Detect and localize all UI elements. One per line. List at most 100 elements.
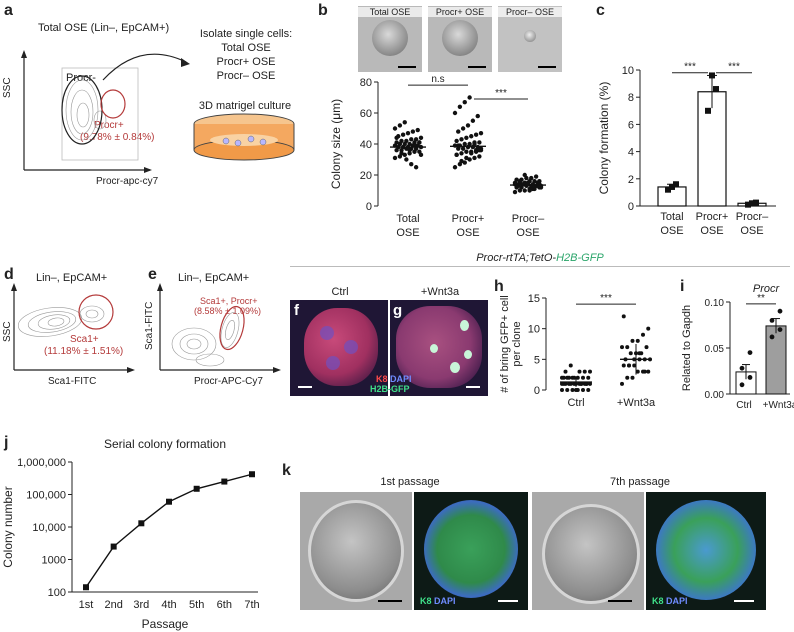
- fg-title-reporter: H2B-GFP: [556, 252, 604, 264]
- data-point: [621, 314, 626, 319]
- data-point: [527, 188, 532, 193]
- panel-e-label: e: [148, 266, 157, 283]
- g-condition: +Wnt3a: [420, 286, 460, 298]
- chart-serial-colony: Serial colony formation 100 1000 10,000 100,…: [1, 437, 260, 631]
- data-point: [560, 381, 564, 386]
- chart-title: Procr: [753, 283, 781, 295]
- data-point: [713, 86, 719, 93]
- data-point: [407, 148, 412, 153]
- scale-bar: [398, 66, 416, 68]
- data-point: [637, 351, 642, 356]
- y-tick-label: 6: [628, 119, 634, 131]
- data-point: [709, 72, 715, 79]
- data-point: [418, 152, 424, 158]
- y-tick-label: 40: [360, 139, 372, 151]
- data-point: [532, 179, 537, 184]
- data-point: [635, 338, 640, 343]
- x-axis-label: Passage: [142, 617, 189, 631]
- series-line: [85, 473, 253, 588]
- x-tick-label: Procr+: [696, 211, 729, 223]
- data-point: [532, 185, 537, 190]
- data-point: [669, 183, 675, 190]
- data-point: [477, 154, 482, 159]
- data-point: [560, 375, 564, 380]
- data-point: [747, 350, 753, 355]
- data-point: [418, 135, 424, 140]
- data-point: [644, 345, 649, 350]
- y-axis-label: # of bring GFP+ cell: [499, 295, 511, 393]
- image-g-wnt3a: g: [390, 300, 488, 396]
- data-point: [462, 99, 467, 105]
- brightfield-7th: [532, 492, 644, 610]
- organoid-shape: [442, 20, 478, 56]
- panel-a-diagram: [21, 50, 295, 173]
- data-point: [777, 327, 783, 332]
- data-point: [460, 146, 466, 151]
- panel-g-label: g: [393, 302, 403, 319]
- panel-d-title: Lin–, EpCAM+: [36, 272, 108, 284]
- data-point: [457, 104, 463, 109]
- data-point: [620, 381, 624, 386]
- flow-plot-d: [11, 283, 135, 373]
- organoid-shape: [524, 30, 536, 42]
- data-point: [409, 137, 414, 142]
- data-point: [399, 151, 404, 156]
- data-point: [747, 375, 753, 380]
- scale-bar: [468, 66, 486, 68]
- y-tick-label: 1000: [42, 555, 66, 567]
- panel-i-label: i: [680, 278, 685, 295]
- micrograph-procr-neg-ose: Procr– OSE: [498, 6, 562, 72]
- data-point: [588, 381, 592, 386]
- data-point: [777, 308, 783, 314]
- y-tick-label: 10,000: [32, 522, 66, 534]
- y-tick-label: 5: [534, 354, 540, 366]
- x-tick-label: OSE: [660, 225, 683, 237]
- data-point: [581, 375, 585, 380]
- data-point: [477, 140, 482, 145]
- data-point: [646, 369, 651, 374]
- data-point: [586, 388, 591, 392]
- a-x-axis-label: Procr-apc-cy7: [96, 176, 159, 187]
- y-tick-label: 0: [366, 201, 372, 213]
- isolate-item: Procr+ OSE: [216, 56, 276, 68]
- organoid-stain: [304, 308, 378, 386]
- panel-j-label: j: [4, 434, 9, 451]
- data-point: [392, 155, 398, 161]
- y-tick-label: 60: [360, 108, 372, 120]
- data-point: [193, 485, 200, 492]
- organoid-stain: [424, 500, 518, 598]
- y-tick-label: 0.10: [705, 298, 725, 309]
- x-tick-label: +Wnt3a: [763, 400, 794, 411]
- data-point: [469, 151, 474, 156]
- data-point: [579, 381, 584, 386]
- organoid-shape: [542, 504, 640, 604]
- data-point: [454, 138, 459, 144]
- x-tick-label: Total: [396, 213, 419, 225]
- gate-sca1-procr-value: (8.58% ± 1.09%): [194, 306, 261, 316]
- panel-a-title: Total OSE (Lin–, EpCAM+): [38, 22, 170, 34]
- data-point: [469, 134, 474, 139]
- data-point: [577, 369, 582, 374]
- data-point: [525, 180, 531, 185]
- bar: [765, 325, 787, 395]
- y-tick-label: 10: [528, 324, 540, 336]
- k-legend: K8 DAPI: [652, 596, 688, 606]
- x-tick-label: OSE: [396, 227, 419, 239]
- data-point: [665, 186, 671, 193]
- scale-bar: [378, 600, 402, 602]
- x-tick-label: 4th: [161, 599, 176, 611]
- scale-bar: [734, 600, 754, 602]
- x-tick-label: Procr+: [452, 213, 485, 225]
- data-point: [464, 155, 469, 161]
- gate-sca1: Sca1+: [70, 334, 99, 345]
- x-tick-label: Ctrl: [736, 400, 752, 411]
- data-point: [462, 141, 467, 147]
- chart-colony-size: 0 20 40 60 80 Colony size (μm) Total OSE Procr+ O…: [329, 74, 546, 239]
- k-legend: K8 DAPI: [420, 596, 456, 606]
- data-point: [749, 200, 755, 207]
- y-tick-label: 0: [534, 385, 540, 397]
- fluorescence-7th: K8 DAPI: [646, 492, 766, 610]
- x-tick-label: OSE: [456, 227, 479, 239]
- x-tick-label: OSE: [740, 225, 763, 237]
- data-point: [520, 182, 526, 187]
